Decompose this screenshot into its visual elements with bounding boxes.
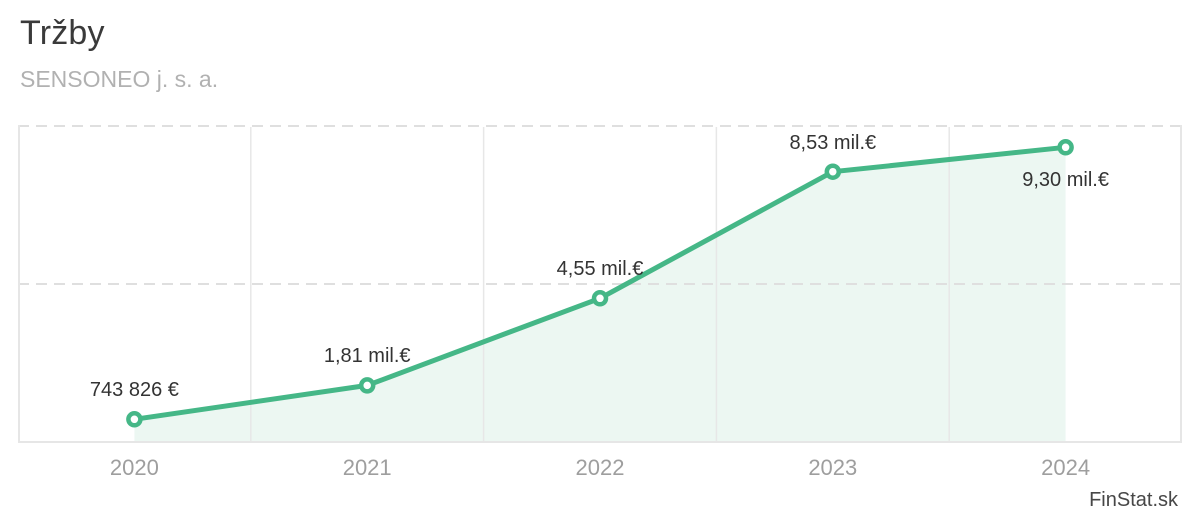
finstat-watermark: FinStat.sk (1089, 489, 1178, 511)
x-axis-label-2024: 2024 (1041, 455, 1091, 480)
chart-canvas (18, 125, 1182, 443)
data-point-2020[interactable] (126, 411, 143, 428)
series-area-fill (134, 147, 1066, 442)
x-axis-label-2020: 2020 (109, 455, 159, 480)
point-label-2020: 743 826 € (89, 379, 179, 402)
point-label-2023: 8,53 mil.€ (789, 131, 877, 154)
point-label-2024: 9,30 mil.€ (1022, 169, 1109, 192)
point-label-2022: 4,55 mil.€ (556, 258, 644, 281)
x-axis: 2020 2021 2022 2023 2024 (18, 448, 1182, 488)
data-point-2023[interactable] (824, 163, 842, 180)
x-axis-label-2023: 2023 (808, 455, 858, 480)
x-axis-label-2021: 2021 (342, 455, 392, 480)
point-label-2021: 1,81 mil.€ (323, 345, 411, 368)
data-point-2022[interactable] (591, 290, 609, 307)
chart-subtitle: SENSONEO j. s. a. (20, 66, 219, 92)
data-point-2021[interactable] (358, 377, 376, 394)
data-point-2024[interactable] (1057, 139, 1074, 156)
plot-area: 743 826 € 1,81 mil.€ 4,55 mil.€ 8,53 mil.€ 9… (18, 125, 1182, 443)
x-axis-label-2022: 2022 (575, 455, 625, 480)
chart-title: Tržby (20, 14, 105, 52)
